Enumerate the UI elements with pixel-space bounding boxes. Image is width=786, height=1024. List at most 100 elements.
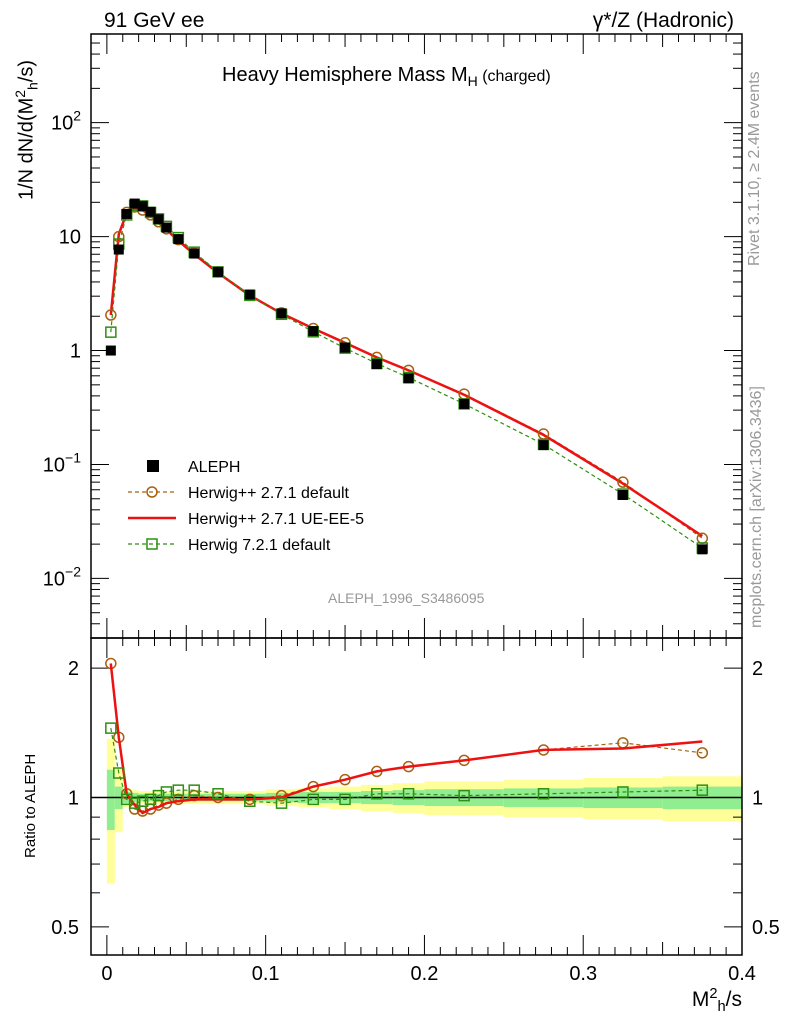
data-point	[371, 359, 382, 370]
legend: ALEPH Herwig++ 2.7.1 default Herwig++ 2.7.…	[128, 459, 364, 554]
mc-point	[144, 793, 157, 806]
mc-point	[307, 793, 320, 806]
y-tick-label-exp: 2	[73, 108, 81, 124]
y-tick-label-base: 10	[43, 568, 65, 590]
analysis-label: ALEPH_1996_S3486095	[328, 590, 485, 606]
x-tick-label: 0.2	[411, 963, 439, 985]
ratio-frame	[90, 637, 743, 956]
data-point	[213, 266, 224, 277]
mc-point	[128, 797, 141, 809]
data-point	[276, 308, 287, 319]
header-right-main: γ*/Z	[592, 9, 631, 32]
data-point	[617, 489, 628, 500]
mc-point	[371, 788, 383, 800]
mc-point	[152, 789, 165, 802]
y-tick-label-main: 102	[51, 108, 81, 135]
data-point	[340, 342, 351, 353]
mc-point	[160, 786, 173, 798]
mc-point	[113, 767, 125, 779]
mc-point	[136, 795, 149, 807]
x-axis-label-sup: 2	[709, 986, 718, 1002]
legend-marker	[147, 460, 159, 472]
mc-point	[617, 476, 629, 488]
y-tick-label-ratio-right: 0.5	[752, 917, 780, 939]
x-axis-label-post: /s	[725, 988, 742, 1011]
mc-point	[146, 538, 158, 550]
mc-point	[696, 747, 709, 759]
band-inner	[106, 769, 115, 831]
header-right-paren: (Hadronic)	[635, 9, 734, 32]
y-tick-label-exp: −2	[65, 563, 81, 579]
x-tick-label: 0.3	[569, 963, 597, 985]
y-tick-label-ratio-right: 2	[752, 658, 763, 680]
data-point	[189, 248, 200, 259]
x-tick-label: 0.1	[252, 963, 280, 985]
data-point	[403, 373, 414, 384]
mc-point	[146, 486, 158, 498]
mc-point	[339, 793, 351, 806]
data-point	[145, 206, 156, 217]
mc-point	[244, 795, 256, 807]
legend-label: ALEPH	[188, 459, 240, 476]
plot-title-main: Heavy Hemisphere Mass M	[222, 64, 468, 86]
data-point	[129, 198, 140, 209]
data-point	[459, 398, 470, 409]
y-tick-label-base: 10	[51, 113, 73, 135]
series-layer	[105, 198, 709, 817]
legend-label: Herwig++ 2.7.1 default	[188, 485, 350, 502]
data-point	[113, 244, 124, 255]
data-point	[153, 214, 164, 225]
mc-point	[105, 722, 117, 734]
x-axis-label-pre: M	[691, 988, 710, 1011]
mc-point	[617, 786, 629, 798]
x-tick-label: 0	[101, 963, 112, 985]
y-tick-label-ratio: 1	[68, 787, 79, 809]
mc-point	[113, 230, 125, 243]
y-tick-label-ratio-right: 1	[752, 787, 763, 809]
y-tick-label-base: 10	[59, 227, 81, 249]
plot-title-suffix: (charged)	[477, 68, 551, 85]
mc-point	[188, 784, 200, 796]
mc-point	[120, 793, 133, 806]
data-point	[697, 544, 708, 555]
y-tick-label-exp: −1	[65, 449, 81, 465]
legend-label: Herwig++ 2.7.1 UE-EE-5	[188, 511, 364, 528]
mc-point	[696, 784, 709, 796]
mc-point	[172, 793, 185, 806]
data-point	[105, 345, 116, 356]
y-tick-label-base: 10	[43, 454, 65, 476]
mc-point	[402, 788, 415, 800]
data-point	[121, 208, 132, 219]
y-tick-label-base: 1	[70, 341, 81, 363]
y-tick-label-main: 10−2	[43, 563, 81, 590]
mc-point	[105, 326, 117, 338]
mc-point	[172, 784, 185, 796]
data-point	[244, 289, 255, 300]
plot-title-sub: H	[467, 73, 478, 89]
data-point	[308, 326, 319, 337]
ratio-line-h271	[110, 663, 703, 812]
data-point	[538, 440, 549, 451]
y-tick-label-ratio: 2	[68, 658, 79, 680]
header-left: 91 GeV ee	[104, 9, 205, 32]
data-point	[173, 234, 184, 245]
y-tick-label-main: 1	[70, 341, 81, 363]
y-tick-label-main: 10−1	[43, 449, 81, 476]
legend-label: Herwig 7.2.1 default	[188, 537, 331, 554]
mc-point	[105, 309, 117, 321]
header-right: γ*/Z (Hadronic)	[593, 9, 734, 33]
y-tick-label-main: 10	[59, 227, 81, 249]
x-tick-label: 0.4	[728, 963, 756, 985]
mc-point	[275, 797, 288, 809]
x-axis-label-sub: h	[717, 999, 726, 1016]
ratio-uncertainty-bands	[91, 738, 742, 884]
mc-point	[212, 788, 224, 800]
data-point	[137, 201, 148, 212]
y-tick-label-ratio: 0.5	[51, 917, 79, 939]
mc-point	[458, 789, 470, 802]
x-axis-label: M2h/s	[692, 986, 742, 1015]
plot-title: Heavy Hemisphere Mass MH (charged)	[222, 64, 551, 89]
data-point	[161, 222, 172, 233]
